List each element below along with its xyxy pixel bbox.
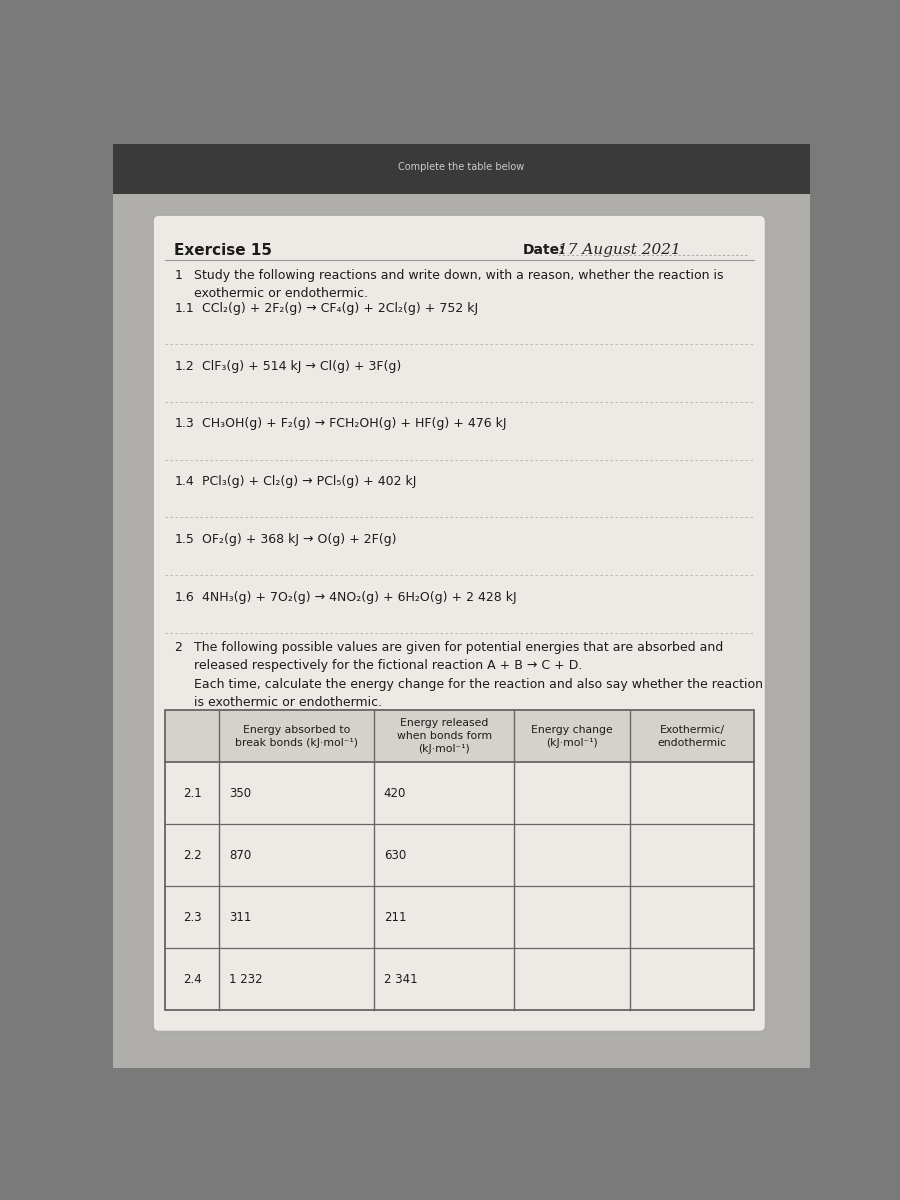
Text: Energy absorbed to
break bonds (kJ·mol⁻¹): Energy absorbed to break bonds (kJ·mol⁻¹… [236,725,358,748]
Text: 630: 630 [383,848,406,862]
FancyBboxPatch shape [153,215,766,1032]
Text: Energy change
(kJ·mol⁻¹): Energy change (kJ·mol⁻¹) [531,725,613,748]
Text: 420: 420 [383,787,406,800]
Text: 2.3: 2.3 [183,911,202,924]
Text: 1.4: 1.4 [175,475,194,488]
Text: 17 August 2021: 17 August 2021 [558,242,681,257]
Text: 211: 211 [383,911,406,924]
Bar [112,144,810,198]
Text: Exercise 15: Exercise 15 [175,242,273,258]
Text: Energy released
when bonds form
(kJ·mol⁻¹): Energy released when bonds form (kJ·mol⁻… [397,718,491,755]
Text: 1.1: 1.1 [175,302,194,314]
Text: 1 232: 1 232 [229,973,263,985]
Text: The following possible values are given for potential energies that are absorbed: The following possible values are given … [194,641,763,709]
Text: 1.5: 1.5 [175,533,194,546]
Bar [166,710,754,762]
Text: 2.2: 2.2 [183,848,202,862]
Text: 1: 1 [175,269,183,282]
Text: 311: 311 [229,911,251,924]
Text: 2: 2 [175,641,183,654]
Text: Complete the table below: Complete the table below [398,162,525,172]
Text: 1.3: 1.3 [175,418,194,431]
Text: 870: 870 [229,848,251,862]
Text: 1.2: 1.2 [175,360,194,372]
Text: CCl₂(g) + 2F₂(g) → CF₄(g) + 2Cl₂(g) + 752 kJ: CCl₂(g) + 2F₂(g) → CF₄(g) + 2Cl₂(g) + 75… [202,302,478,314]
Text: CH₃OH(g) + F₂(g) → FCH₂OH(g) + HF(g) + 476 kJ: CH₃OH(g) + F₂(g) → FCH₂OH(g) + HF(g) + 4… [202,418,506,431]
Text: 2.1: 2.1 [183,787,202,800]
Text: PCl₃(g) + Cl₂(g) → PCl₅(g) + 402 kJ: PCl₃(g) + Cl₂(g) → PCl₅(g) + 402 kJ [202,475,416,488]
Text: Study the following reactions and write down, with a reason, whether the reactio: Study the following reactions and write … [194,269,724,300]
Text: 2 341: 2 341 [383,973,418,985]
Text: Date:: Date: [523,242,566,257]
Text: OF₂(g) + 368 kJ → O(g) + 2F(g): OF₂(g) + 368 kJ → O(g) + 2F(g) [202,533,396,546]
Bar [166,710,754,1010]
Text: 4NH₃(g) + 7O₂(g) → 4NO₂(g) + 6H₂O(g) + 2 428 kJ: 4NH₃(g) + 7O₂(g) → 4NO₂(g) + 6H₂O(g) + 2… [202,590,517,604]
Text: ClF₃(g) + 514 kJ → Cl(g) + 3F(g): ClF₃(g) + 514 kJ → Cl(g) + 3F(g) [202,360,400,372]
Text: Exothermic/
endothermic: Exothermic/ endothermic [658,725,727,748]
Text: 1.6: 1.6 [175,590,194,604]
Text: 2.4: 2.4 [183,973,202,985]
Text: 350: 350 [229,787,251,800]
